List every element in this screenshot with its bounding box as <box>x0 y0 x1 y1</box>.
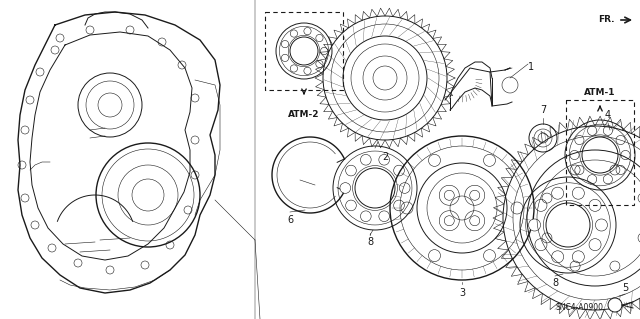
Text: 7: 7 <box>540 105 546 115</box>
Circle shape <box>552 187 564 199</box>
Circle shape <box>588 126 596 135</box>
Circle shape <box>589 199 601 211</box>
Circle shape <box>604 174 612 184</box>
Text: ATM-1: ATM-1 <box>584 88 616 97</box>
Bar <box>566 100 634 205</box>
Text: 1: 1 <box>528 62 534 72</box>
Text: 3: 3 <box>459 288 465 298</box>
Circle shape <box>604 126 612 135</box>
Circle shape <box>394 165 404 176</box>
Circle shape <box>552 251 564 263</box>
Circle shape <box>572 187 584 199</box>
Circle shape <box>589 239 601 251</box>
Text: 8: 8 <box>552 278 558 288</box>
Circle shape <box>316 60 323 68</box>
Circle shape <box>570 151 579 160</box>
Circle shape <box>575 165 584 174</box>
Circle shape <box>282 41 289 48</box>
Text: 5: 5 <box>622 283 628 293</box>
Circle shape <box>340 183 351 193</box>
Circle shape <box>535 199 547 211</box>
Circle shape <box>346 200 356 211</box>
Circle shape <box>321 47 328 55</box>
Circle shape <box>360 211 371 222</box>
Text: 2: 2 <box>382 152 388 162</box>
Circle shape <box>588 174 596 184</box>
Text: FR.: FR. <box>598 16 615 25</box>
Circle shape <box>304 67 311 74</box>
Circle shape <box>291 65 298 72</box>
Circle shape <box>291 30 298 37</box>
Circle shape <box>595 219 607 231</box>
Circle shape <box>608 298 622 312</box>
Circle shape <box>575 136 584 145</box>
Text: 4: 4 <box>605 110 611 120</box>
Circle shape <box>529 219 541 231</box>
Circle shape <box>535 239 547 251</box>
Circle shape <box>572 251 584 263</box>
Circle shape <box>360 154 371 165</box>
Circle shape <box>399 183 410 193</box>
Circle shape <box>394 200 404 211</box>
Circle shape <box>282 54 289 62</box>
Text: ATM-2: ATM-2 <box>288 110 320 119</box>
Text: 6: 6 <box>287 215 293 225</box>
Circle shape <box>316 34 323 42</box>
Bar <box>265 12 343 90</box>
Circle shape <box>616 136 625 145</box>
Circle shape <box>304 27 311 35</box>
Circle shape <box>616 165 625 174</box>
Circle shape <box>621 151 630 160</box>
Circle shape <box>346 165 356 176</box>
Circle shape <box>379 154 390 165</box>
Text: SNC4-A0900: SNC4-A0900 <box>556 303 604 312</box>
Text: 8: 8 <box>367 237 373 247</box>
Circle shape <box>379 211 390 222</box>
